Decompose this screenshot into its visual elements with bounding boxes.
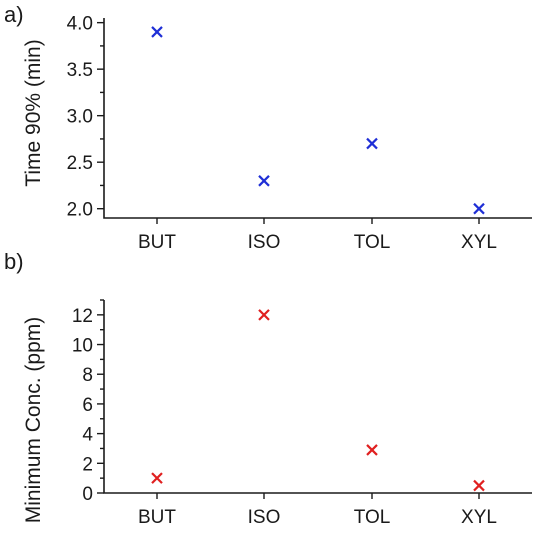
panel-b-point: [473, 479, 485, 492]
panel-a-y-axis-label: Time 90% (min): [22, 39, 45, 186]
panel-b-x-ticks: BUT ISO TOL XYL: [138, 493, 497, 528]
panel-a: a) Time 90% (min) 2.0 2.5 3.0 3.5 4.0 BUT ISO…: [4, 2, 532, 253]
panel-b-y-tick-label: 2: [82, 454, 93, 475]
panel-a-point: [151, 26, 163, 38]
panel-a-point: [473, 202, 485, 215]
panel-a-axes: [103, 18, 532, 219]
panel-b-x-tick-label: ISO: [248, 507, 281, 528]
panel-a-y-tick-label: 3.5: [67, 60, 93, 81]
panel-b-x-tick-label: TOL: [354, 507, 391, 528]
panel-a-x-tick-label: BUT: [138, 232, 176, 253]
panel-a-y-ticks: 2.0 2.5 3.0 3.5 4.0: [67, 14, 104, 221]
panel-a-y-tick-label: 2.5: [67, 153, 93, 174]
panel-b-point: [366, 444, 378, 456]
panel-a-y-tick-label: 3.0: [67, 107, 93, 128]
panel-a-letter: a): [4, 2, 24, 27]
panel-b-y-ticks: 0 2 4 6 8 10 12: [72, 299, 104, 505]
panel-b-points: [151, 309, 485, 492]
panel-b-y-tick-label: 12: [72, 306, 93, 327]
panel-a-x-tick-label: ISO: [248, 232, 281, 253]
panel-b-y-axis-label: Minimum Conc. (ppm): [22, 317, 45, 524]
panel-b: b) Minimum Conc. (ppm) 0 2 4 6 8 10 12 BUT ISO T…: [4, 249, 532, 528]
panel-b-x-tick-label: BUT: [138, 507, 176, 528]
panel-b-y-tick-label: 4: [82, 425, 93, 446]
panel-a-x-tick-label: TOL: [354, 232, 391, 253]
panel-b-letter: b): [4, 249, 24, 274]
panel-b-y-tick-label: 6: [82, 395, 93, 416]
panel-b-axes: [103, 300, 532, 494]
panel-a-x-tick-label: XYL: [461, 232, 497, 253]
panel-b-point: [151, 472, 163, 484]
panel-a-x-ticks: BUT ISO TOL XYL: [138, 218, 497, 253]
panel-a-y-tick-label: 2.0: [67, 200, 93, 221]
panel-a-y-tick-label: 4.0: [67, 14, 93, 35]
panel-b-x-tick-label: XYL: [461, 507, 497, 528]
panel-b-point: [258, 309, 270, 321]
panel-b-y-tick-label: 8: [82, 365, 93, 386]
panel-b-y-tick-label: 0: [82, 484, 93, 505]
panel-b-y-tick-label: 10: [72, 336, 93, 357]
panel-a-point: [366, 137, 378, 150]
panel-a-points: [151, 26, 485, 215]
panel-a-point: [258, 175, 270, 187]
